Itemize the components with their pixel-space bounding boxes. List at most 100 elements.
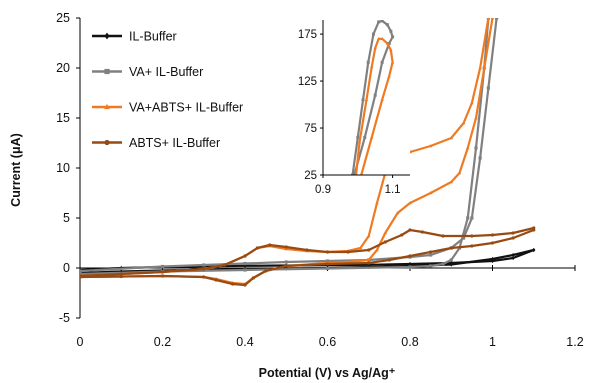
data-point [370,65,374,69]
data-point [457,171,462,175]
y-tick-label: 0 [63,261,70,275]
y-tick-label: 5 [63,211,70,225]
data-point [441,234,445,238]
data-point [325,250,330,254]
inset-y-tick-label: 175 [298,29,317,41]
data-point [380,20,384,23]
inset-x-tick-label: 1.1 [385,184,401,196]
data-point [375,201,379,205]
inset-y-tick-label: 125 [298,76,317,88]
inset-y-tick-label: 75 [304,123,317,135]
data-point [202,263,206,267]
data-point [429,253,433,257]
data-point [474,116,478,120]
data-point [511,252,515,258]
data-point [490,18,495,20]
data-point [377,36,381,40]
data-point [449,260,453,266]
data-point [160,274,165,278]
data-point [408,228,412,232]
legend-item-va-il-buffer: VA+ IL-Buffer [92,65,203,79]
data-point [390,60,395,64]
data-point [470,234,474,238]
inset-plot: 0.9 1.1 25 75 125 175 [298,20,410,196]
data-point [478,66,482,70]
series-va-abts-il-buffer [80,18,495,286]
data-point [160,270,165,274]
data-point [462,236,466,240]
main-tick-labels: 0 0.2 0.4 0.6 0.8 1 1.2 -5 0 5 10 15 20 25 [56,11,584,349]
legend-marker [104,68,110,75]
series-line-reverse [80,18,494,286]
data-point [470,216,474,220]
data-point [470,244,474,248]
x-tick-label: 0 [77,335,84,349]
legend-marker [104,139,110,146]
y-tick-label: 10 [56,161,70,175]
data-point [474,146,478,150]
data-point [373,46,377,50]
data-point [429,250,433,254]
main-series-group [80,18,536,287]
data-point [243,254,247,258]
legend-label: VA+ IL-Buffer [129,65,203,79]
data-point [429,264,433,268]
data-point [385,41,390,45]
data-point [408,261,412,267]
series-line-forward [80,226,535,278]
data-point [383,240,387,244]
data-point [202,267,206,271]
data-point [305,248,309,252]
data-point [268,243,272,247]
x-tick-label: 0.8 [401,335,418,349]
legend-marker [104,103,110,110]
data-point [532,228,536,232]
data-point [160,264,165,269]
data-point [251,276,255,280]
data-point [357,140,362,144]
data-point [465,146,470,150]
legend-marker [104,32,110,40]
data-point [367,261,371,265]
data-point [478,156,482,160]
data-point [364,98,369,102]
inset-y-tick-label: 25 [304,170,317,182]
data-point [243,283,247,287]
data-point [385,23,389,27]
data-point [214,278,218,282]
legend: IL-Buffer VA+ IL-Buffer VA+ABTS+ IL-Buffer… [92,30,243,150]
data-point [532,247,536,253]
data-point [370,135,374,139]
data-point [391,35,395,39]
y-tick-label: 15 [56,111,70,125]
data-point [387,258,391,262]
data-point [80,272,82,276]
data-point [420,230,424,234]
data-point [119,272,123,276]
series-abts-il-buffer [80,226,536,287]
data-point [366,258,371,262]
data-point [449,258,453,262]
data-point [284,247,289,251]
legend-label: VA+ABTS+ IL-Buffer [129,101,243,115]
series-line-reverse [354,37,394,175]
data-point [361,98,365,102]
data-point [486,86,490,90]
data-point [461,121,466,125]
data-point [490,241,495,245]
data-point [511,236,515,240]
data-point [363,135,367,139]
data-point [387,41,391,45]
data-point [367,248,371,252]
inset-x-tick-label: 0.9 [315,184,331,196]
y-tick-label: 20 [56,61,70,75]
legend-label: IL-Buffer [129,30,177,44]
x-tick-label: 1 [489,335,496,349]
data-point [346,250,350,254]
data-point [511,255,515,261]
x-tick-label: 0.4 [236,335,253,349]
data-point [380,36,384,40]
data-point [366,234,371,238]
data-point [243,261,247,266]
